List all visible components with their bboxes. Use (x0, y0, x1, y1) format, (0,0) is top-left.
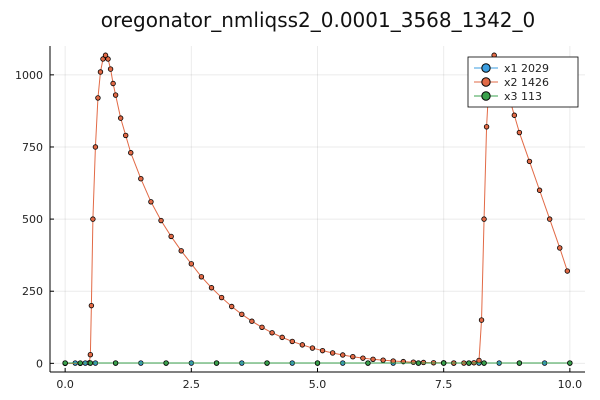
data-point (516, 360, 523, 366)
data-point (213, 360, 220, 366)
data-point (97, 69, 104, 75)
series-layer (62, 52, 573, 367)
data-point (466, 360, 472, 366)
data-point (410, 359, 417, 365)
data-point (218, 294, 225, 301)
data-point (249, 318, 255, 324)
data-point (62, 360, 68, 366)
data-point (279, 334, 285, 341)
y-tick-label: 750 (22, 141, 43, 154)
data-point (102, 52, 109, 58)
data-point (564, 268, 571, 274)
x-tick-label: 0.0 (56, 378, 74, 391)
data-point (420, 359, 427, 366)
y-tick-label: 0 (36, 357, 43, 370)
data-point (259, 324, 265, 330)
x-tick-label: 10.0 (558, 378, 583, 391)
data-point (440, 360, 447, 366)
x-tick-label: 2.5 (183, 378, 201, 391)
data-point (95, 95, 101, 101)
data-point (567, 360, 573, 366)
data-point (87, 351, 94, 358)
data-point (481, 216, 487, 222)
data-point (77, 360, 83, 366)
data-point (415, 360, 422, 366)
data-point (264, 360, 270, 366)
data-point (168, 233, 174, 240)
data-point (557, 245, 563, 251)
data-point (178, 248, 184, 254)
data-point (329, 350, 336, 356)
data-point (289, 338, 295, 345)
data-point (198, 274, 205, 280)
data-point (128, 150, 134, 156)
legend-marker (481, 77, 491, 87)
data-point (100, 56, 106, 62)
legend-marker (481, 91, 491, 101)
data-point (380, 357, 386, 363)
data-point (188, 261, 195, 267)
data-point (314, 360, 321, 366)
data-point (476, 357, 482, 364)
axes: 0.0 2.5 5.0 7.5 10.0 0 250 500 750 1000 (15, 46, 585, 391)
data-point (88, 302, 95, 309)
data-point (478, 317, 485, 323)
x-tick-label: 5.0 (309, 378, 327, 391)
y-tick-label: 500 (22, 213, 43, 226)
data-point (148, 199, 154, 205)
data-point (105, 56, 111, 62)
legend-entry: x1 2029 (504, 62, 549, 75)
data-point (370, 356, 376, 363)
data-point (239, 311, 245, 318)
data-point (360, 355, 366, 361)
data-point (536, 187, 543, 193)
data-point (163, 360, 169, 366)
data-point (319, 347, 326, 354)
data-point (340, 352, 346, 358)
x-tick-label: 7.5 (435, 378, 453, 391)
legend-marker (481, 63, 491, 73)
series-3 (62, 360, 573, 366)
data-point (516, 129, 523, 136)
data-point (87, 360, 94, 366)
data-point (110, 80, 116, 87)
legend-entry: x3 113 (504, 90, 542, 103)
data-point (526, 158, 533, 165)
y-tick-label: 1000 (15, 69, 43, 82)
data-point (112, 360, 119, 366)
data-point (117, 115, 124, 121)
data-point (90, 216, 96, 222)
data-point (546, 216, 553, 222)
data-point (350, 354, 356, 360)
data-point (309, 345, 316, 351)
data-point (228, 303, 235, 310)
data-point (138, 176, 144, 182)
data-point (269, 330, 275, 336)
data-point (123, 132, 129, 139)
chart-title: oregonator_nmliqss2_0.0001_3568_1342_0 (101, 8, 536, 32)
y-tick-label: 250 (22, 285, 43, 298)
data-point (158, 217, 164, 224)
data-point (481, 360, 487, 366)
data-point (112, 92, 119, 98)
legend-entry: x2 1426 (504, 76, 549, 89)
data-point (208, 285, 215, 291)
data-point (92, 144, 99, 150)
data-point (299, 342, 306, 348)
data-point (107, 66, 114, 72)
data-point (365, 360, 371, 366)
data-point (511, 112, 518, 118)
data-point (483, 124, 490, 130)
